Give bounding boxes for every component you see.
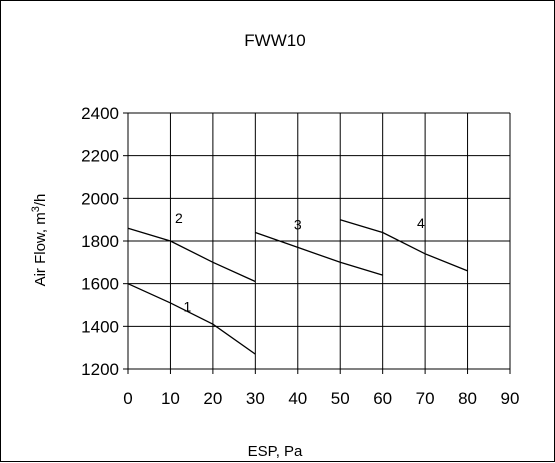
chart-title: FWW10 [244,31,305,50]
x-tick-label: 90 [501,389,520,408]
curve-label-3: 3 [294,216,302,232]
x-tick-label: 60 [373,389,392,408]
tick-labels: 0 10 20 30 40 50 60 70 80 90 1200 1400 1600 1800 2000 2… [81,104,519,408]
x-tick-label: 20 [203,389,222,408]
y-tick-label: 2000 [81,189,119,208]
curve-label-1: 1 [184,298,192,314]
series-line-4 [340,219,468,272]
y-tick-label: 1600 [81,275,119,294]
x-tick-label: 40 [288,389,307,408]
x-tick-label: 10 [161,389,180,408]
y-tick-label: 1200 [81,360,119,379]
curve-label-2: 2 [175,210,183,226]
x-tick-label: 80 [458,389,477,408]
y-axis-title-main: Air Flow, m [32,212,49,286]
y-tick-label: 2200 [81,147,119,166]
series-lines [127,219,468,355]
x-tick-label: 0 [123,389,132,408]
series-line-2 [127,227,256,283]
series-line-3 [255,231,383,276]
x-axis-title: ESP, Pa [248,443,303,460]
y-tick-label: 2400 [81,104,119,123]
x-tick-label: 50 [331,389,350,408]
y-axis-title-suffix: /h [32,194,49,207]
curve-labels: 1 2 3 4 [175,210,425,315]
y-axis-title: Air Flow, m3/h [30,194,49,287]
grid-lines [123,112,511,374]
series-line-1 [127,283,256,355]
y-tick-label: 1400 [81,317,119,336]
y-axis-title-sup: 3 [30,206,42,212]
y-tick-label: 1800 [81,232,119,251]
x-tick-label: 30 [246,389,265,408]
curve-label-4: 4 [417,215,425,231]
x-tick-label: 70 [416,389,435,408]
